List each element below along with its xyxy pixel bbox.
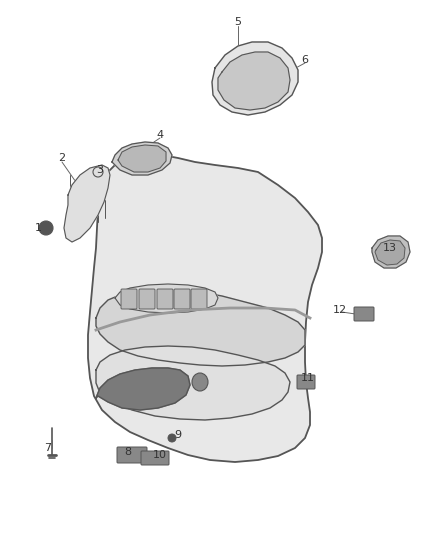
- Polygon shape: [375, 240, 405, 265]
- Polygon shape: [218, 52, 290, 110]
- FancyBboxPatch shape: [117, 447, 147, 463]
- Text: 10: 10: [153, 450, 167, 460]
- Polygon shape: [212, 42, 298, 115]
- Text: 9: 9: [174, 430, 182, 440]
- FancyBboxPatch shape: [191, 289, 207, 309]
- Polygon shape: [372, 236, 410, 268]
- Polygon shape: [88, 155, 322, 462]
- Text: 13: 13: [383, 243, 397, 253]
- FancyBboxPatch shape: [121, 289, 137, 309]
- Polygon shape: [118, 145, 166, 172]
- Text: 5: 5: [234, 17, 241, 27]
- Polygon shape: [64, 165, 110, 242]
- Text: 8: 8: [124, 447, 131, 457]
- Polygon shape: [96, 346, 290, 420]
- Text: 3: 3: [96, 165, 103, 175]
- FancyBboxPatch shape: [354, 307, 374, 321]
- Text: 1: 1: [35, 223, 42, 233]
- Polygon shape: [96, 290, 305, 366]
- Text: 2: 2: [58, 153, 66, 163]
- Text: 7: 7: [44, 443, 52, 453]
- Text: 4: 4: [156, 130, 163, 140]
- FancyBboxPatch shape: [174, 289, 190, 309]
- FancyBboxPatch shape: [141, 451, 169, 465]
- Text: 12: 12: [333, 305, 347, 315]
- Text: 11: 11: [301, 373, 315, 383]
- FancyBboxPatch shape: [139, 289, 155, 309]
- Ellipse shape: [192, 373, 208, 391]
- FancyBboxPatch shape: [157, 289, 173, 309]
- Polygon shape: [112, 142, 172, 175]
- Polygon shape: [96, 368, 190, 410]
- FancyBboxPatch shape: [297, 375, 315, 389]
- Polygon shape: [115, 284, 218, 313]
- Text: 6: 6: [301, 55, 308, 65]
- Ellipse shape: [39, 221, 53, 235]
- Ellipse shape: [168, 434, 176, 442]
